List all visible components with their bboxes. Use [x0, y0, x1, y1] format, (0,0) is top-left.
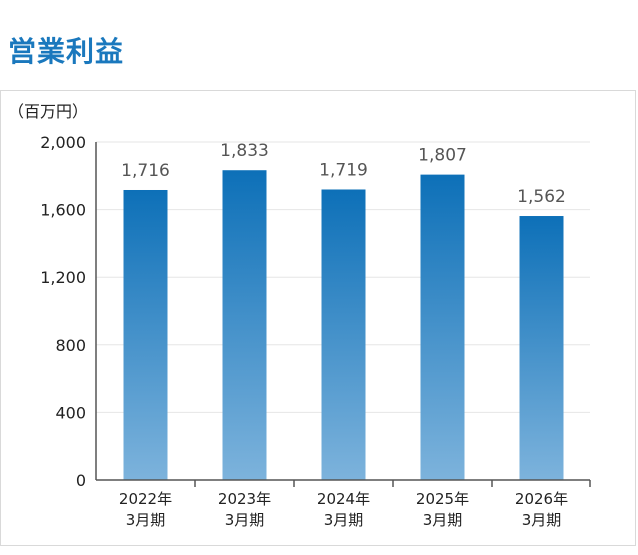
- x-tick-label: 2024年: [317, 490, 370, 508]
- data-label: 1,719: [319, 160, 368, 180]
- x-tick-label: 3月期: [423, 511, 463, 529]
- data-label: 1,562: [517, 187, 566, 207]
- bar-1: [123, 189, 168, 480]
- bar-3: [321, 189, 366, 480]
- x-tick-label: 3月期: [522, 511, 562, 529]
- x-tick-label: 3月期: [324, 511, 364, 529]
- y-tick-label: 2,000: [40, 133, 86, 152]
- data-label: 1,716: [121, 161, 170, 181]
- bar-5: [519, 216, 564, 480]
- data-label: 1,807: [418, 146, 467, 166]
- y-tick-label: 800: [55, 336, 86, 355]
- x-tick-label: 2025年: [416, 490, 469, 508]
- bar-2: [222, 170, 267, 480]
- data-labels: 1,716 1,833 1,719 1,807 1,562: [121, 141, 566, 207]
- y-tick-label: 0: [76, 471, 86, 490]
- y-tick-label: 1,600: [40, 201, 86, 220]
- y-axis-unit-label: （百万円）: [8, 102, 88, 121]
- x-tick-label: 2023年: [218, 490, 271, 508]
- x-tick-label: 3月期: [126, 511, 166, 529]
- x-tick-label: 3月期: [225, 511, 265, 529]
- axes: 0 400 800 1,200 1,600 2,000 2022年 3月期 2023年 3月期 20…: [40, 133, 591, 529]
- y-tick-label: 400: [55, 403, 86, 422]
- data-label: 1,833: [220, 141, 269, 161]
- bars: [123, 170, 564, 480]
- x-tick-label: 2026年: [515, 490, 568, 508]
- x-tick-label: 2022年: [119, 490, 172, 508]
- y-tick-label: 1,200: [40, 268, 86, 287]
- chart-title: 営業利益: [8, 35, 125, 68]
- bar-4: [420, 174, 465, 480]
